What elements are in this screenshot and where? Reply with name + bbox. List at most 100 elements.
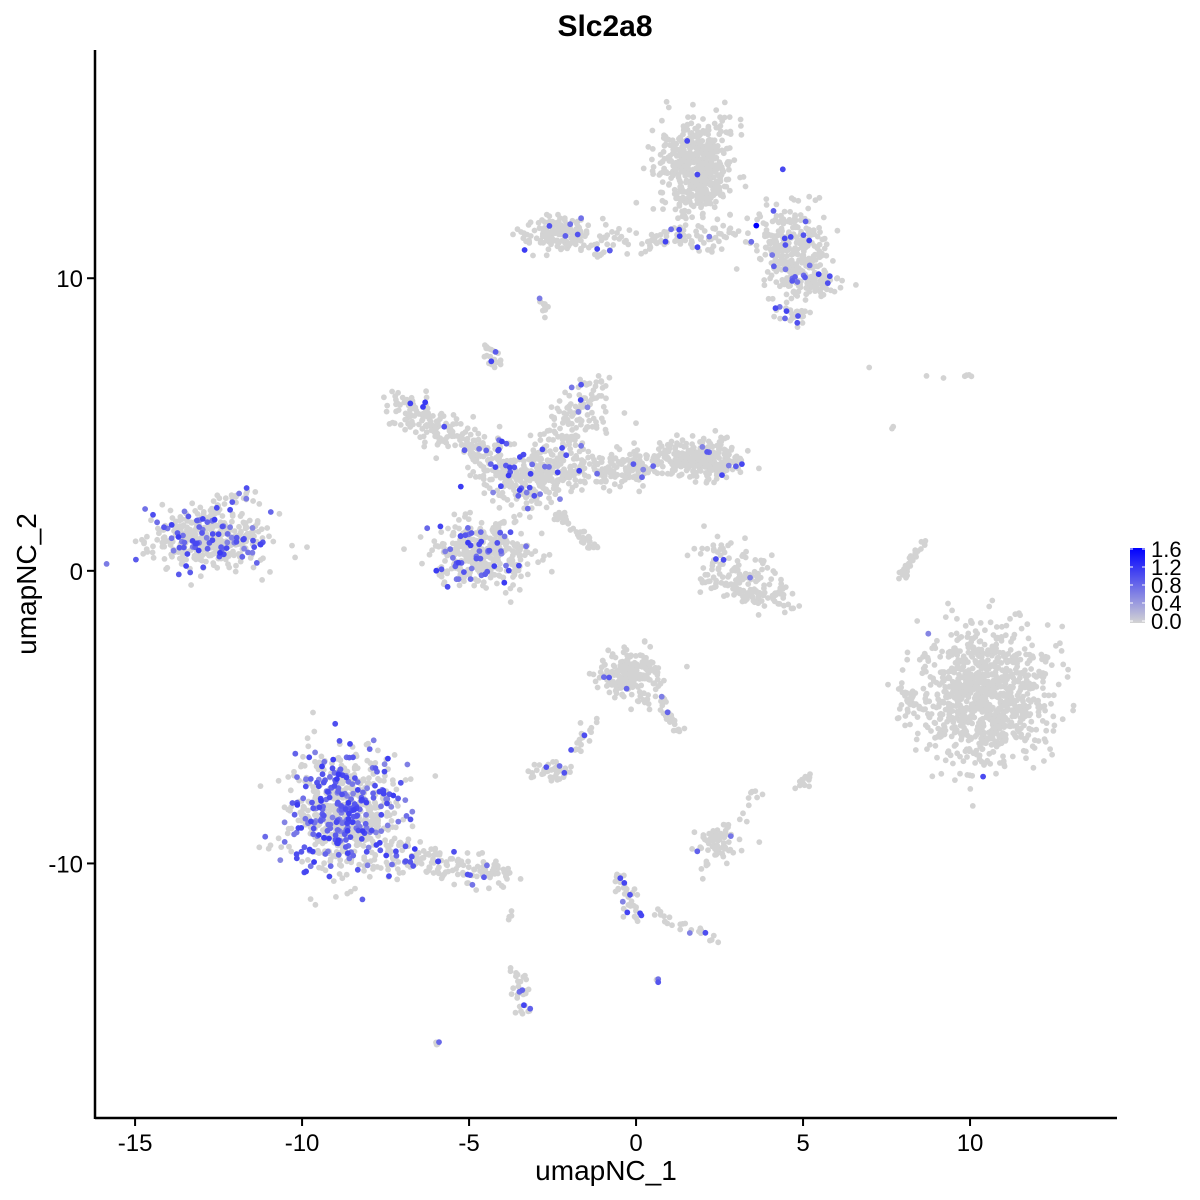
cell-point bbox=[749, 593, 756, 600]
cell-point bbox=[966, 746, 973, 752]
cell-point bbox=[621, 410, 628, 416]
cell-point bbox=[470, 469, 477, 475]
cell-point bbox=[734, 558, 741, 564]
cell-point bbox=[697, 589, 704, 595]
cell-point bbox=[1038, 651, 1045, 658]
cell-point bbox=[713, 107, 720, 113]
cell-point bbox=[649, 127, 656, 134]
cell-point bbox=[563, 411, 570, 418]
cell-point bbox=[665, 104, 672, 111]
cell-point bbox=[723, 474, 730, 481]
cell-point bbox=[465, 864, 472, 871]
cell-point bbox=[713, 577, 719, 584]
cell-point bbox=[526, 237, 532, 244]
cell-point bbox=[738, 123, 744, 129]
cell-point bbox=[978, 735, 985, 742]
cell-point bbox=[790, 605, 797, 612]
cell-point bbox=[1060, 661, 1067, 668]
cell-point bbox=[434, 430, 441, 437]
cell-point bbox=[1035, 701, 1042, 708]
cell-point bbox=[1041, 758, 1047, 764]
cell-point bbox=[642, 665, 649, 672]
cell-point bbox=[321, 860, 327, 867]
cell-point bbox=[594, 241, 600, 247]
cell-point bbox=[652, 238, 659, 245]
cell-point bbox=[612, 455, 619, 462]
cell-point bbox=[787, 208, 793, 215]
cell-point bbox=[798, 307, 805, 314]
cell-point bbox=[677, 455, 684, 462]
cell-point bbox=[766, 581, 773, 588]
cell-point bbox=[155, 525, 161, 532]
cell-point bbox=[803, 225, 810, 232]
cell-point bbox=[588, 396, 595, 403]
cell-point bbox=[962, 622, 969, 629]
cell-point bbox=[417, 839, 424, 845]
cell-point bbox=[561, 215, 568, 222]
cell-point bbox=[481, 490, 488, 497]
cell-point bbox=[483, 352, 490, 359]
cell-point bbox=[566, 435, 573, 442]
cell-point bbox=[252, 489, 259, 495]
cell-point bbox=[278, 844, 285, 850]
cell-point bbox=[981, 641, 988, 648]
cell-point bbox=[984, 651, 991, 658]
cell-point bbox=[1059, 716, 1066, 723]
cell-point bbox=[1014, 678, 1021, 684]
cell-point bbox=[714, 216, 721, 223]
cell-point bbox=[713, 198, 719, 205]
cell-point bbox=[470, 413, 477, 420]
cell-point bbox=[901, 571, 907, 578]
cell-point bbox=[632, 473, 639, 479]
cell-point bbox=[481, 481, 488, 488]
cell-point bbox=[973, 659, 980, 665]
cell-point bbox=[584, 412, 591, 418]
cell-point bbox=[485, 345, 492, 352]
cell-point bbox=[1000, 702, 1007, 709]
cell-point bbox=[1064, 674, 1071, 680]
cell-point bbox=[970, 635, 977, 642]
cell-point bbox=[995, 654, 1002, 661]
cell-point bbox=[663, 233, 670, 240]
cell-point bbox=[979, 715, 986, 722]
cell-point bbox=[796, 269, 803, 275]
cell-point bbox=[228, 492, 235, 499]
cell-point bbox=[730, 585, 736, 592]
cell-point bbox=[524, 231, 530, 238]
cell-point bbox=[636, 488, 643, 495]
cell-point bbox=[384, 402, 391, 409]
cell-point bbox=[1070, 707, 1076, 714]
cell-point bbox=[477, 868, 483, 874]
cell-point bbox=[1014, 692, 1021, 699]
cell-point bbox=[711, 204, 718, 211]
cell-point bbox=[957, 770, 963, 777]
cell-point bbox=[313, 812, 320, 818]
cell-point bbox=[609, 651, 616, 657]
cell-point bbox=[491, 571, 498, 578]
cell-point bbox=[633, 230, 640, 237]
cell-point bbox=[624, 251, 631, 257]
cell-point bbox=[498, 882, 505, 889]
cell-point bbox=[717, 174, 724, 181]
cell-point bbox=[352, 885, 358, 892]
cell-point bbox=[739, 553, 746, 559]
cell-point bbox=[982, 693, 988, 700]
cell-point bbox=[987, 619, 994, 626]
cell-point bbox=[726, 166, 732, 173]
cell-point bbox=[781, 208, 788, 215]
cell-point bbox=[600, 249, 607, 256]
cell-point bbox=[701, 228, 708, 234]
cell-point bbox=[745, 581, 752, 587]
cell-point bbox=[641, 638, 648, 645]
cell-point bbox=[946, 711, 953, 718]
cell-point bbox=[719, 137, 725, 144]
cell-point bbox=[704, 545, 711, 552]
cell-point bbox=[468, 441, 475, 448]
cell-point bbox=[775, 219, 782, 226]
cell-point bbox=[526, 456, 532, 463]
cell-point bbox=[313, 763, 320, 770]
cell-point bbox=[812, 288, 818, 294]
cell-point bbox=[1029, 642, 1035, 649]
cell-point bbox=[551, 422, 558, 428]
cell-point bbox=[259, 535, 266, 541]
